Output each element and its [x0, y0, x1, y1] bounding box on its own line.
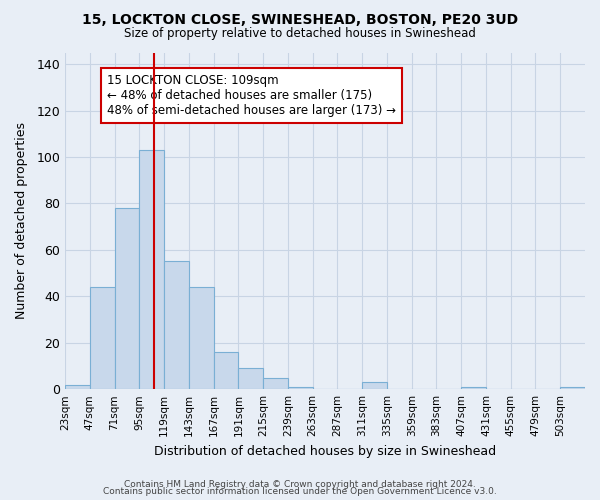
Bar — [362, 382, 387, 389]
Bar — [90, 287, 115, 389]
Bar — [288, 387, 313, 389]
Text: Contains public sector information licensed under the Open Government Licence v3: Contains public sector information licen… — [103, 488, 497, 496]
Bar — [139, 150, 164, 389]
Bar — [164, 262, 189, 389]
Bar — [214, 352, 238, 389]
Text: Contains HM Land Registry data © Crown copyright and database right 2024.: Contains HM Land Registry data © Crown c… — [124, 480, 476, 489]
Bar — [115, 208, 139, 389]
X-axis label: Distribution of detached houses by size in Swineshead: Distribution of detached houses by size … — [154, 444, 496, 458]
Bar — [238, 368, 263, 389]
Bar — [263, 378, 288, 389]
Y-axis label: Number of detached properties: Number of detached properties — [15, 122, 28, 320]
Bar — [189, 287, 214, 389]
Bar — [461, 387, 486, 389]
Bar — [560, 387, 585, 389]
Text: Size of property relative to detached houses in Swineshead: Size of property relative to detached ho… — [124, 28, 476, 40]
Text: 15, LOCKTON CLOSE, SWINESHEAD, BOSTON, PE20 3UD: 15, LOCKTON CLOSE, SWINESHEAD, BOSTON, P… — [82, 12, 518, 26]
Text: 15 LOCKTON CLOSE: 109sqm
← 48% of detached houses are smaller (175)
48% of semi-: 15 LOCKTON CLOSE: 109sqm ← 48% of detach… — [107, 74, 395, 118]
Bar — [65, 384, 90, 389]
